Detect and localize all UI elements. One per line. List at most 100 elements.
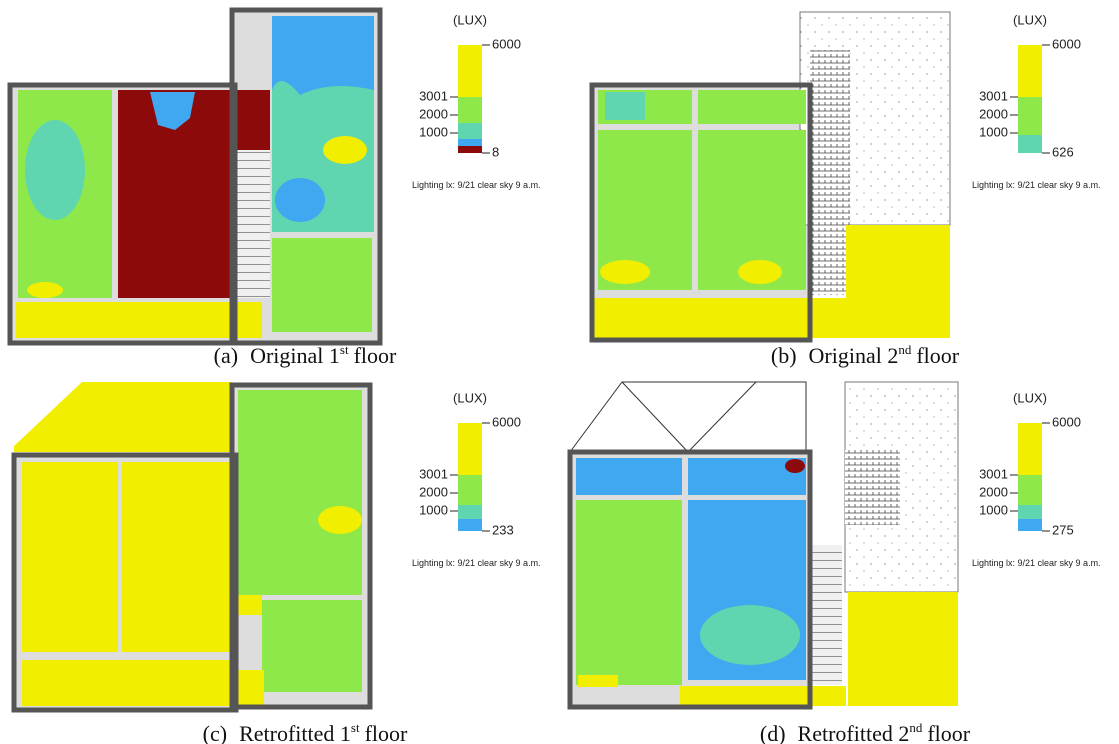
legend-color xyxy=(1018,135,1042,153)
roof-tiles xyxy=(845,450,900,525)
caption-sup: nd xyxy=(909,720,923,735)
room xyxy=(22,462,118,652)
room xyxy=(848,592,958,706)
legend-color xyxy=(1018,97,1042,135)
room xyxy=(16,302,262,338)
patch xyxy=(27,282,63,298)
caption-text: Original 2 xyxy=(809,343,899,368)
patch xyxy=(25,120,85,220)
legend-min: 8 xyxy=(492,144,499,159)
legend-tick-label: 2000 xyxy=(979,106,1008,121)
patch xyxy=(738,260,782,284)
legend-color xyxy=(1018,45,1042,97)
legend-tick-label: 3001 xyxy=(419,88,448,103)
caption-sup: nd xyxy=(898,342,912,357)
legend-color xyxy=(458,139,482,146)
room xyxy=(238,390,362,595)
room xyxy=(576,500,682,685)
legend-max: 6000 xyxy=(492,414,521,429)
caption-label: (a) xyxy=(214,343,238,368)
room xyxy=(238,670,264,706)
legend-color xyxy=(458,123,482,139)
room xyxy=(262,600,362,692)
caption-label: (b) xyxy=(771,343,797,368)
legend-tick-label: 3001 xyxy=(979,88,1008,103)
legend-note: Lighting lx: 9/21 clear sky 9 a.m. xyxy=(412,558,541,568)
room xyxy=(846,225,950,338)
patch xyxy=(578,675,618,687)
patch xyxy=(605,92,645,120)
legend-color xyxy=(1018,475,1042,505)
legend-tick-label: 3001 xyxy=(419,466,448,481)
legend-color xyxy=(458,519,482,531)
roof xyxy=(14,382,232,452)
patch xyxy=(600,260,650,284)
plan-d xyxy=(570,382,958,707)
legend-tick-label: 1000 xyxy=(979,502,1008,517)
patch xyxy=(785,459,805,473)
patch xyxy=(323,136,367,164)
room xyxy=(122,462,232,652)
room xyxy=(236,90,270,150)
plan-b xyxy=(592,12,950,340)
legend-max: 6000 xyxy=(1052,36,1081,51)
legend-max: 6000 xyxy=(492,36,521,51)
room xyxy=(272,238,372,332)
caption-text: Original 1 xyxy=(250,343,340,368)
plan-a xyxy=(10,10,380,343)
caption-text: Retrofitted 2 xyxy=(798,721,910,744)
plan-c xyxy=(14,382,370,710)
legend-min: 233 xyxy=(492,522,514,537)
legend-max: 6000 xyxy=(1052,414,1081,429)
room xyxy=(576,458,682,495)
stairs xyxy=(810,545,842,685)
patch xyxy=(700,605,800,665)
legend-color xyxy=(1018,519,1042,531)
legend-color xyxy=(1018,505,1042,519)
legend-tick-label: 2000 xyxy=(419,106,448,121)
legend-color xyxy=(458,97,482,123)
legend-unit: (LUX) xyxy=(453,12,487,27)
legend-color xyxy=(458,146,482,153)
legend-color xyxy=(1018,423,1042,475)
legend-note: Lighting lx: 9/21 clear sky 9 a.m. xyxy=(972,180,1101,190)
legend-tick-label: 1000 xyxy=(419,124,448,139)
caption-sup: st xyxy=(351,720,360,735)
legend-note: Lighting lx: 9/21 clear sky 9 a.m. xyxy=(412,180,541,190)
legend-unit: (LUX) xyxy=(1013,390,1047,405)
patch xyxy=(318,506,362,534)
legend-unit: (LUX) xyxy=(453,390,487,405)
caption-rest: floor xyxy=(365,721,408,744)
legend-tick-label: 2000 xyxy=(419,484,448,499)
stairs xyxy=(236,150,270,298)
caption-label: (d) xyxy=(760,721,786,744)
caption-label: (c) xyxy=(203,721,227,744)
legend-color xyxy=(458,505,482,519)
caption-rest: floor xyxy=(916,343,959,368)
figure: (LUX) 6000 3001 2000 1000 8 Lighting lx: 9/21 … xyxy=(0,0,1119,744)
legend-tick-label: 3001 xyxy=(979,466,1008,481)
caption-rest: floor xyxy=(354,343,397,368)
legend-note: Lighting lx: 9/21 clear sky 9 a.m. xyxy=(972,558,1101,568)
roof-tiles xyxy=(810,50,850,295)
room xyxy=(698,90,806,124)
caption-rest: floor xyxy=(927,721,970,744)
legend-tick-label: 2000 xyxy=(979,484,1008,499)
caption-text: Retrofitted 1 xyxy=(239,721,351,744)
room xyxy=(22,660,232,706)
legend-tick-label: 1000 xyxy=(419,502,448,517)
legend-color xyxy=(458,475,482,505)
legend-color xyxy=(458,45,482,97)
legend-unit: (LUX) xyxy=(1013,12,1047,27)
room xyxy=(680,686,846,706)
patch xyxy=(275,178,325,222)
legend-min: 275 xyxy=(1052,522,1074,537)
caption-sup: st xyxy=(340,342,349,357)
legend-tick-label: 1000 xyxy=(979,124,1008,139)
roof-outline xyxy=(570,382,806,452)
legend-min: 626 xyxy=(1052,144,1074,159)
